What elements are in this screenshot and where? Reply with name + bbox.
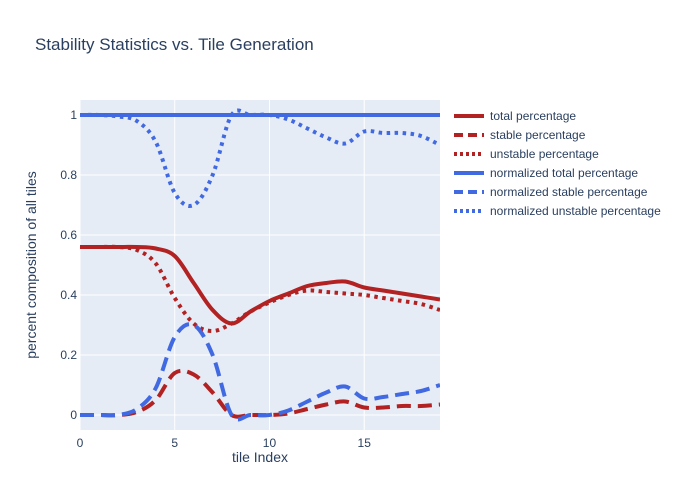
legend-item-stable-percentage[interactable]: stable percentage — [454, 128, 586, 142]
series-line-normalized-unstable-percentage — [80, 108, 440, 208]
y-axis-title: percent composition of all tiles — [23, 171, 39, 359]
series-layer — [80, 108, 440, 422]
series-line-normalized-stable-percentage — [80, 322, 440, 422]
y-tick-label: 1 — [70, 108, 77, 122]
x-tick-label: 15 — [358, 436, 372, 450]
legend-item-normalized-total-percentage[interactable]: normalized total percentage — [454, 166, 638, 180]
chart-title: Stability Statistics vs. Tile Generation — [35, 35, 314, 54]
legend: total percentage stable percentage unstabl… — [454, 109, 661, 218]
x-axis-title: tile Index — [232, 449, 288, 465]
legend-label: normalized unstable percentage — [490, 204, 661, 218]
legend-item-normalized-stable-percentage[interactable]: normalized stable percentage — [454, 185, 648, 199]
legend-label: unstable percentage — [490, 147, 599, 161]
legend-label: normalized total percentage — [490, 166, 638, 180]
y-axis-ticks: 0 0.2 0.4 0.6 0.8 1 — [60, 108, 77, 422]
y-tick-label: 0.8 — [60, 168, 77, 182]
y-tick-label: 0 — [70, 408, 77, 422]
x-axis-ticks: 0 5 10 15 — [77, 436, 372, 450]
legend-label: total percentage — [490, 109, 576, 123]
x-tick-label: 0 — [77, 436, 84, 450]
legend-item-unstable-percentage[interactable]: unstable percentage — [454, 147, 599, 161]
legend-item-total-percentage[interactable]: total percentage — [454, 109, 576, 123]
y-tick-label: 0.6 — [60, 228, 77, 242]
x-tick-label: 5 — [171, 436, 178, 450]
legend-label: stable percentage — [490, 128, 586, 142]
legend-label: normalized stable percentage — [490, 185, 648, 199]
plot-background — [80, 100, 440, 430]
y-tick-label: 0.2 — [60, 348, 77, 362]
x-tick-label: 10 — [263, 436, 277, 450]
legend-item-normalized-unstable-percentage[interactable]: normalized unstable percentage — [454, 204, 661, 218]
y-tick-label: 0.4 — [60, 288, 77, 302]
series-line-unstable-percentage — [80, 244, 440, 333]
